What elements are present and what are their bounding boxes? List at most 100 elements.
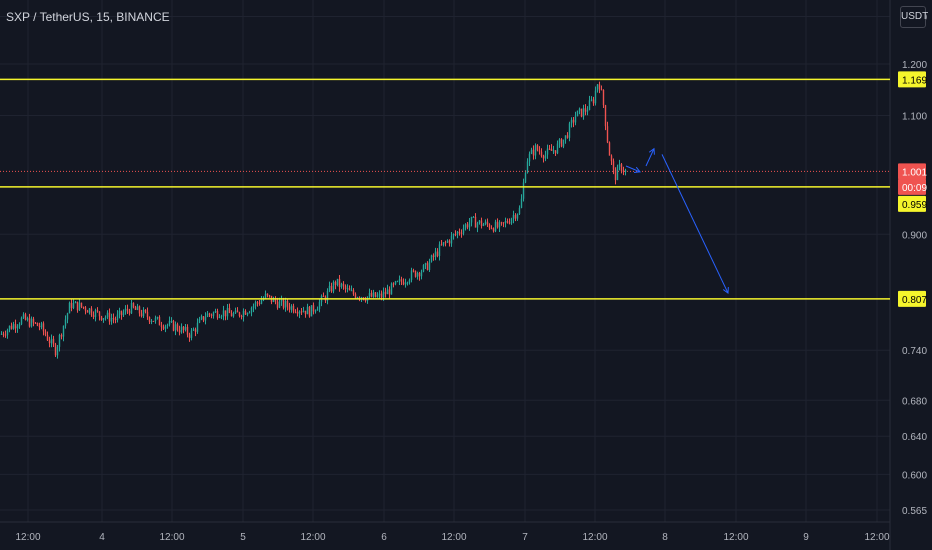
candle-body: [168, 321, 171, 325]
candle-body: [468, 222, 471, 228]
candle-body: [66, 313, 69, 320]
forecast-arrow-0: [625, 165, 641, 173]
candle-body: [334, 281, 337, 285]
candle-body: [546, 148, 549, 155]
candle-body: [336, 278, 339, 285]
candle-body: [8, 325, 11, 330]
x-tick-label: 12:00: [723, 532, 748, 543]
candle-body: [602, 89, 605, 106]
candle-body: [526, 161, 529, 174]
candle-body: [58, 335, 61, 347]
currency-button[interactable]: USDT: [900, 6, 928, 28]
candle-body: [176, 324, 179, 331]
forecast-arrow-2: [661, 154, 729, 294]
candle-body: [126, 308, 129, 311]
candle-body: [346, 288, 349, 290]
candle-body: [64, 319, 67, 326]
candle-body: [564, 135, 567, 140]
candle-body: [440, 244, 443, 246]
candle-body: [420, 271, 423, 277]
candle-body: [206, 313, 209, 317]
candle-body: [618, 164, 621, 167]
candle-body: [162, 327, 165, 329]
candle-body: [426, 263, 429, 270]
candle-body: [158, 317, 161, 326]
candle-body: [418, 272, 421, 277]
candle-body: [94, 310, 97, 318]
x-tick-label: 12:00: [441, 532, 466, 543]
candle-body: [582, 108, 585, 117]
candle-body: [156, 317, 159, 319]
candle-body: [140, 313, 143, 317]
candle-body: [394, 281, 397, 285]
candle-body: [310, 305, 313, 317]
candle-body: [222, 310, 225, 317]
candle-body: [464, 224, 467, 229]
x-tick-label: 4: [99, 532, 105, 543]
candle-body: [332, 281, 335, 292]
candle-body: [36, 322, 39, 326]
candle-body: [214, 311, 217, 313]
candle-body: [556, 143, 559, 154]
candle-body: [484, 221, 487, 225]
candle-body: [218, 317, 221, 319]
candle-body: [62, 325, 65, 337]
forecast-arrowhead-1: [648, 147, 655, 155]
current-price-label: 1.001: [902, 167, 927, 178]
candle-body: [282, 299, 285, 308]
candle-body: [508, 222, 511, 224]
candle-body: [616, 166, 619, 181]
candle-body: [572, 119, 575, 123]
candle-body: [202, 316, 205, 321]
candle-body: [60, 335, 63, 337]
candle-body: [92, 314, 95, 318]
candle-body: [300, 311, 303, 313]
candle-body: [530, 149, 533, 154]
countdown-label: 00:09: [902, 183, 927, 194]
candle-body: [606, 126, 609, 143]
candle-body: [292, 305, 295, 312]
candle-body: [252, 305, 255, 308]
candle-body: [478, 220, 481, 224]
candle-body: [374, 292, 377, 297]
candle-body: [402, 281, 405, 285]
candle-body: [416, 272, 419, 277]
candle-body: [242, 310, 245, 317]
candle-body: [78, 302, 81, 311]
candle-body: [248, 312, 251, 314]
candle-body: [476, 223, 479, 228]
candle-body: [472, 216, 475, 218]
candle-body: [164, 325, 167, 329]
y-tick-label: 1.100: [902, 111, 927, 122]
candle-body: [512, 215, 515, 219]
candle-body: [112, 318, 115, 320]
x-tick-label: 5: [240, 532, 246, 543]
candle-body: [410, 270, 413, 280]
candle-body: [236, 310, 239, 313]
candle-body: [86, 310, 89, 313]
candle-body: [216, 311, 219, 318]
candle-body: [234, 310, 237, 314]
candle-body: [480, 220, 483, 226]
candle-body: [2, 333, 5, 335]
x-tick-label: 12:00: [582, 532, 607, 543]
candle-body: [38, 325, 41, 328]
candle-body: [400, 279, 403, 282]
candle-body: [18, 324, 21, 327]
candle-body: [422, 265, 425, 272]
candle-body: [180, 326, 183, 333]
candle-body: [588, 100, 591, 110]
candle-body: [88, 308, 91, 313]
candle-body: [160, 325, 163, 328]
y-tick-label: 0.900: [902, 230, 927, 241]
candle-body: [486, 221, 489, 225]
candle-body: [84, 307, 87, 311]
candle-body: [268, 295, 271, 297]
candle-body: [148, 317, 151, 322]
candle-body: [382, 291, 385, 298]
candle-body: [68, 302, 71, 314]
candle-body: [286, 300, 289, 307]
candle-body: [620, 164, 623, 171]
candle-body: [90, 308, 93, 315]
